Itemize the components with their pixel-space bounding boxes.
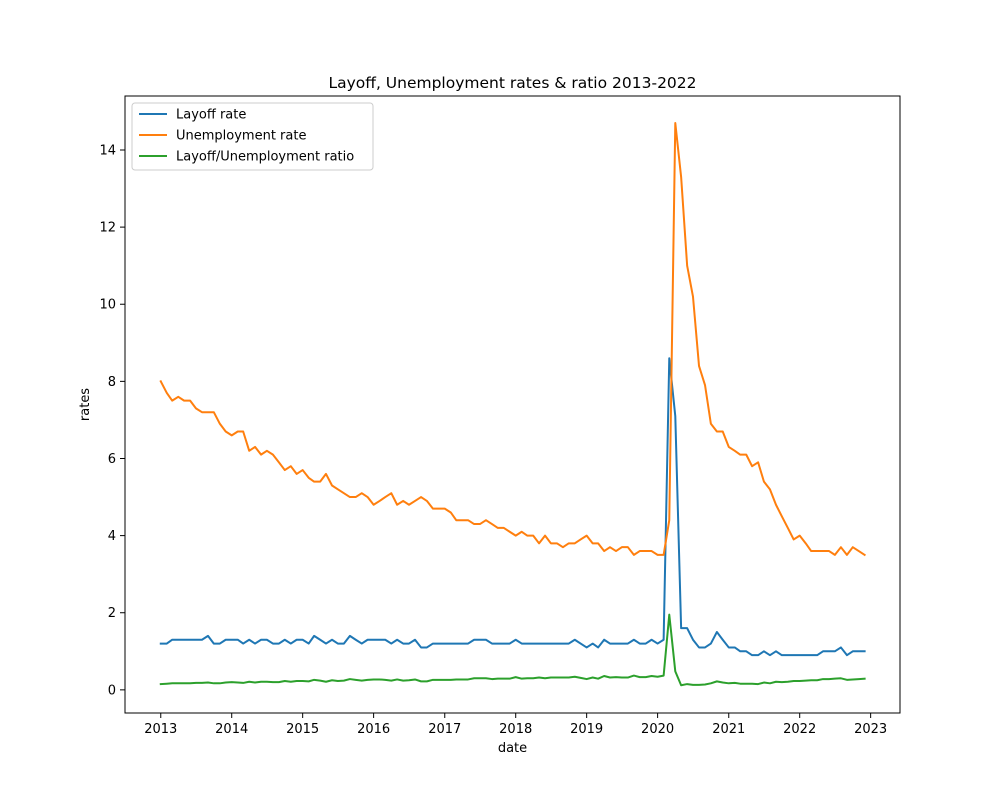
legend-label-1: Layoff rate bbox=[176, 108, 246, 123]
y-tick-label: 14 bbox=[99, 143, 116, 158]
series-line-3 bbox=[159, 613, 866, 687]
y-tick-label: 4 bbox=[108, 529, 116, 544]
legend: Layoff rate Unemployment rate Layoff/Unemp… bbox=[131, 102, 374, 171]
x-tick-label: 2021 bbox=[712, 722, 745, 737]
x-tick-label: 2022 bbox=[783, 722, 816, 737]
x-tick-label: 2018 bbox=[499, 722, 532, 737]
x-tick-label: 2023 bbox=[854, 722, 887, 737]
y-tick-label: 12 bbox=[99, 221, 116, 236]
series-line-1 bbox=[159, 357, 866, 657]
x-tick-label: 2013 bbox=[144, 722, 177, 737]
x-tick-label: 2014 bbox=[215, 722, 248, 737]
y-axis: 0 2 4 6 8 10 12 14 bbox=[99, 143, 125, 698]
plot-frame bbox=[124, 95, 901, 714]
x-tick-label: 2017 bbox=[428, 722, 461, 737]
series-line-2 bbox=[159, 121, 867, 557]
x-tick-label: 2019 bbox=[570, 722, 603, 737]
y-tick-label: 6 bbox=[108, 452, 116, 467]
y-tick-label: 0 bbox=[108, 683, 116, 698]
series-layer bbox=[159, 121, 867, 687]
legend-box bbox=[131, 102, 374, 171]
x-tick-label: 2016 bbox=[357, 722, 390, 737]
y-tick-label: 8 bbox=[108, 375, 116, 390]
y-tick-label: 2 bbox=[108, 606, 116, 621]
legend-label-2: Unemployment rate bbox=[176, 129, 306, 144]
chart-title: Layoff, Unemployment rates & ratio 2013-… bbox=[328, 74, 696, 92]
x-axis-label: date bbox=[498, 741, 527, 756]
y-tick-label: 10 bbox=[99, 298, 116, 313]
y-axis-label: rates bbox=[78, 388, 93, 421]
x-axis: 2013 2014 2015 2016 2017 2018 2019 2020 2021 2022… bbox=[144, 713, 887, 737]
legend-label-3: Layoff/Unemployment ratio bbox=[176, 150, 354, 165]
x-tick-label: 2015 bbox=[286, 722, 319, 737]
x-tick-label: 2020 bbox=[641, 722, 674, 737]
